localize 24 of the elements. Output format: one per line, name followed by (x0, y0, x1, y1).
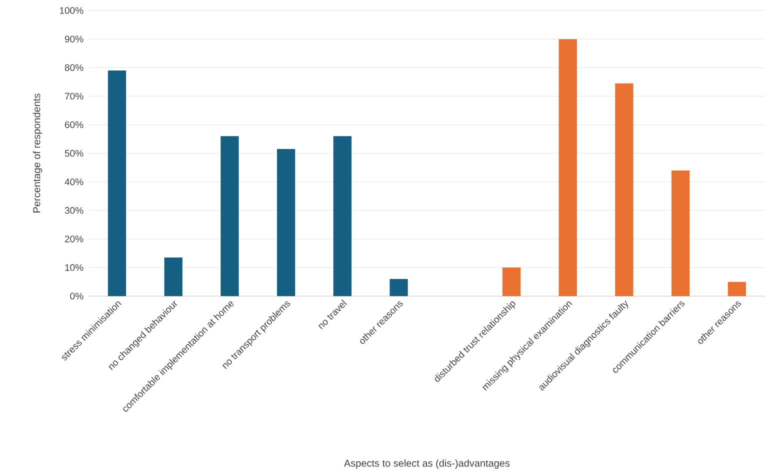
bar (390, 279, 408, 296)
bar (502, 268, 521, 296)
y-tick-label: 100% (60, 7, 84, 14)
bar (108, 70, 126, 296)
bar (220, 136, 239, 296)
y-tick-label: 30% (64, 207, 84, 214)
y-tick-label: 50% (64, 150, 84, 157)
y-tick-label: 60% (64, 122, 84, 128)
bar (671, 170, 690, 296)
bar (615, 83, 634, 296)
x-axis-title: Aspects to select as (dis-)advantages (344, 460, 510, 469)
y-tick-label: 20% (64, 236, 84, 242)
y-tick-label: 0% (70, 292, 84, 300)
bar (558, 39, 577, 296)
y-tick-label: 10% (65, 264, 84, 272)
y-tick-label: 70% (65, 92, 84, 100)
y-tick-label: 90% (64, 36, 84, 43)
bar (164, 258, 182, 296)
y-tick-label: 80% (64, 64, 84, 72)
y-axis-title: Percentage of respondents (32, 94, 42, 213)
bar (276, 149, 296, 296)
y-tick-label: 40% (64, 178, 84, 186)
bar (728, 282, 746, 296)
bar (333, 136, 352, 296)
